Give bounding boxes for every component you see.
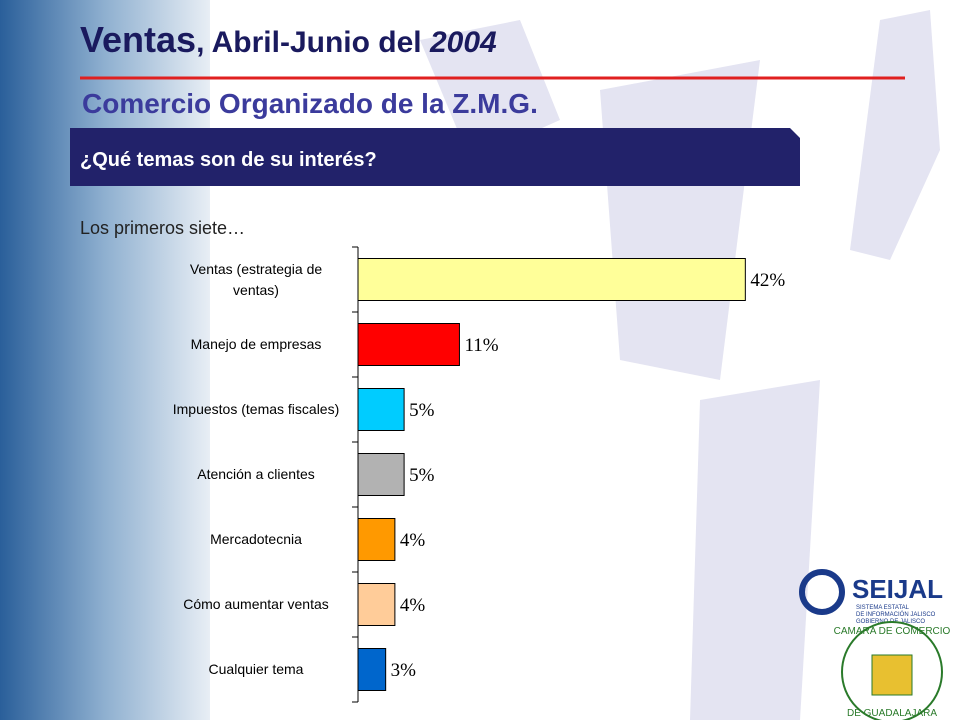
- category-label: Manejo de empresas: [190, 336, 322, 352]
- camara-logo: CAMARA DE COMERCIO DE GUADALAJARA: [834, 621, 951, 720]
- bar: [357, 518, 396, 561]
- category-label: Ventas (estrategia de ventas): [189, 260, 323, 298]
- value-label: 5%: [409, 465, 435, 486]
- bar: [357, 388, 405, 431]
- value-label: 4%: [400, 595, 426, 616]
- bar: [357, 323, 460, 366]
- seijal-logo: SEIJAL SISTEMA ESTATAL DE INFORMACIÓN JA…: [799, 569, 943, 625]
- bar: [357, 583, 396, 626]
- category-label: Atención a clientes: [197, 466, 315, 482]
- logo-line: DE INFORMACIÓN JALISCO: [856, 611, 936, 618]
- banner-text: ¿Qué temas son de su interés?: [80, 149, 377, 171]
- logo-name: SEIJAL: [852, 574, 943, 604]
- logo-ring: [841, 621, 943, 720]
- title-part: 2004: [429, 26, 497, 59]
- value-label: 5%: [409, 400, 435, 421]
- category-label: Mercadotecnia: [210, 531, 302, 547]
- banner: [70, 128, 800, 186]
- category-label: Impuestos (temas fiscales): [172, 401, 340, 417]
- bar: [357, 648, 387, 691]
- logo-line: SISTEMA ESTATAL: [856, 605, 910, 611]
- value-label: 3%: [391, 660, 417, 681]
- bar: [357, 453, 405, 496]
- category-label: Cualquier tema: [208, 661, 304, 677]
- title: Ventas, Abril-Junio del 2004: [80, 19, 497, 60]
- logo-text: CAMARA DE COMERCIO: [834, 626, 951, 637]
- value-label: 11%: [464, 335, 498, 356]
- subtitle: Comercio Organizado de la Z.M.G.: [82, 88, 538, 119]
- title-part: , Abril-Junio del: [196, 26, 430, 59]
- title-part: Ventas: [80, 19, 196, 60]
- note: Los primeros siete…: [80, 218, 245, 238]
- logo-shield: [871, 654, 913, 696]
- value-label: 4%: [400, 530, 426, 551]
- category-label: Cómo aumentar ventas: [183, 596, 329, 612]
- side-band: [0, 0, 210, 720]
- bar: [357, 258, 746, 301]
- logo-ring: [799, 569, 845, 615]
- value-label: 42%: [750, 270, 785, 291]
- logo-text: DE GUADALAJARA: [847, 708, 937, 719]
